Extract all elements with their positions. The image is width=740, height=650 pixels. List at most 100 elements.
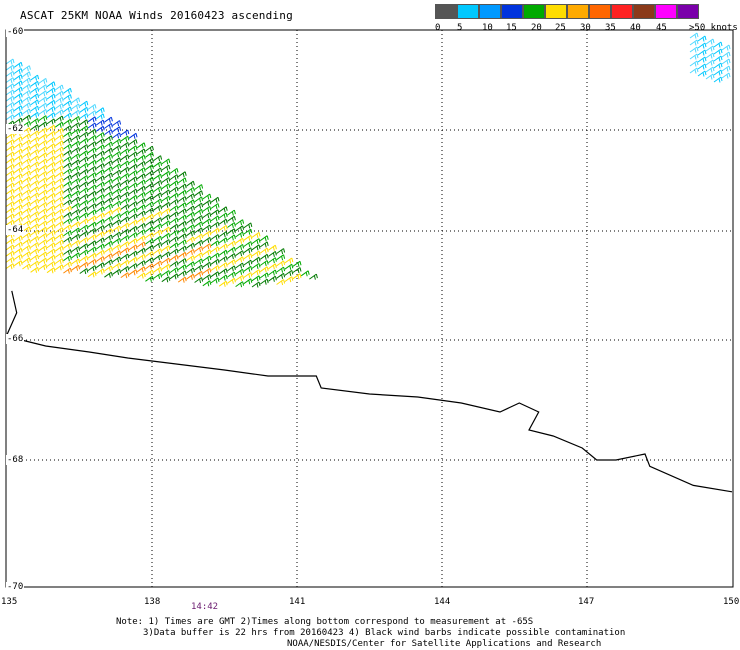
wind-barb — [210, 277, 220, 284]
wind-barb — [95, 107, 105, 114]
wind-barb — [5, 58, 15, 65]
wind-barb — [79, 261, 89, 268]
wind-barb — [54, 127, 64, 135]
wind-barb — [71, 153, 81, 160]
wind-barb — [161, 170, 171, 177]
wind-barb — [268, 275, 277, 282]
wind-barb — [95, 125, 105, 132]
wind-barb — [38, 183, 48, 190]
wind-barb — [145, 220, 154, 227]
wind-barb — [5, 70, 15, 78]
wind-barb — [128, 188, 138, 195]
wind-barb — [112, 225, 122, 232]
wind-barb — [22, 108, 31, 115]
wind-barb — [136, 173, 146, 180]
wind-barb — [145, 145, 154, 152]
wind-barb — [71, 122, 81, 129]
wind-barb — [46, 180, 56, 187]
legend-label: 15 — [506, 23, 517, 33]
wind-barb — [87, 134, 97, 142]
wind-barb — [276, 266, 286, 273]
wind-barb — [145, 269, 154, 276]
wind-barb — [705, 73, 715, 80]
wind-barb — [177, 177, 187, 184]
page-title: ASCAT 25KM NOAA Winds 20160423 ascending — [20, 9, 293, 22]
legend-swatch — [677, 4, 699, 19]
wind-barb — [38, 177, 48, 184]
wind-barb — [112, 144, 122, 151]
wind-barb — [5, 238, 15, 245]
wind-barb — [87, 227, 97, 235]
wind-barb — [112, 237, 122, 244]
wind-barb — [54, 239, 64, 246]
wind-barb — [30, 266, 40, 273]
wind-barb — [145, 158, 154, 165]
wind-barb — [38, 245, 48, 252]
wind-barb — [194, 233, 204, 240]
wind-barb — [235, 262, 245, 269]
wind-barb — [30, 74, 40, 81]
wind-barb — [276, 254, 286, 261]
wind-barb — [95, 212, 105, 219]
wind-barb — [145, 182, 154, 189]
wind-barb — [95, 156, 105, 163]
wind-barb — [235, 256, 245, 263]
wind-barb — [46, 137, 56, 144]
wind-barb — [145, 244, 154, 251]
wind-barb — [38, 239, 48, 246]
wind-barb — [153, 198, 163, 205]
wind-barb — [87, 265, 97, 272]
wind-barb — [136, 179, 146, 186]
wind-barb — [79, 230, 89, 237]
wind-barb — [689, 60, 699, 67]
wind-barb — [194, 277, 204, 284]
wind-barb — [218, 237, 228, 244]
note-line-3: NOAA/NESDIS/Center for Satellite Applica… — [287, 639, 602, 649]
wind-barb — [136, 260, 146, 267]
wind-barb — [79, 119, 89, 126]
wind-barb — [13, 179, 23, 186]
wind-barb — [63, 94, 72, 101]
wind-barb — [63, 236, 72, 243]
wind-barb — [5, 145, 15, 152]
wind-barb — [161, 164, 171, 171]
wind-barb — [128, 263, 138, 270]
wind-barb — [177, 251, 187, 258]
wind-barb — [79, 175, 89, 182]
wind-barb — [87, 203, 97, 210]
wind-barb — [38, 96, 48, 103]
wind-barb — [218, 262, 228, 269]
wind-barb — [210, 234, 220, 241]
wind-barb — [153, 186, 163, 193]
wind-barb — [22, 251, 31, 258]
wind-barb — [235, 274, 245, 282]
wind-barb — [136, 148, 146, 155]
wind-barb — [5, 139, 15, 146]
wind-barb — [13, 86, 23, 93]
wind-barb — [95, 187, 105, 194]
wind-barb — [13, 105, 23, 112]
wind-barb — [30, 192, 40, 199]
wind-barb — [177, 227, 187, 234]
wind-barb — [243, 241, 253, 248]
wind-barb — [169, 236, 179, 243]
wind-barb — [46, 130, 56, 137]
wind-barb — [79, 206, 89, 213]
wind-barb — [202, 199, 212, 206]
wind-barb — [721, 72, 731, 79]
wind-barb — [145, 232, 154, 239]
wind-barb — [218, 206, 228, 213]
pass-time: 14:42 — [191, 602, 219, 612]
wind-barb — [721, 58, 731, 65]
wind-barb — [161, 214, 171, 221]
wind-barb — [38, 226, 48, 233]
wind-barb — [79, 249, 89, 256]
wind-barb — [259, 235, 269, 242]
wind-barb — [87, 172, 97, 179]
wind-barb — [22, 102, 31, 109]
wind-barb — [136, 272, 146, 279]
wind-barb — [128, 219, 138, 226]
wind-barb — [38, 263, 48, 271]
wind-barb — [721, 51, 731, 58]
wind-barb — [112, 250, 122, 257]
